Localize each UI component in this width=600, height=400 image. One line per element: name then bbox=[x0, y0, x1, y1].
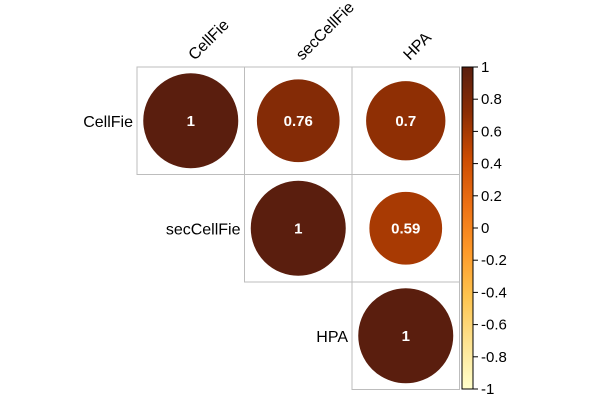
corr-circle-CellFie-secCellFie bbox=[255, 78, 341, 164]
corr-value-CellFie-secCellFie: 0.76 bbox=[284, 113, 313, 130]
corr-value-CellFie-CellFie: 1 bbox=[187, 113, 195, 130]
colorbar-tick-label: -1 bbox=[481, 381, 494, 398]
colorbar-tick-label: 0 bbox=[481, 220, 489, 237]
colorbar-tick-label: 0.2 bbox=[481, 188, 502, 205]
corr-value-HPA-HPA: 1 bbox=[402, 328, 410, 345]
colorbar-tick-label: 0.8 bbox=[481, 91, 502, 108]
corr-value-CellFie-HPA: 0.7 bbox=[395, 113, 416, 130]
corr-value-secCellFie-secCellFie: 1 bbox=[294, 220, 302, 237]
colorbar-tick-label: 0.4 bbox=[481, 156, 502, 173]
corr-value-secCellFie-HPA: 0.59 bbox=[391, 220, 420, 237]
column-label-CellFie: CellFie bbox=[186, 17, 233, 64]
colorbar-gradient bbox=[461, 66, 474, 390]
corr-circle-HPA-HPA bbox=[357, 287, 455, 385]
colorbar-tick-label: -0.8 bbox=[481, 349, 507, 366]
row-label-secCellFie: secCellFie bbox=[166, 221, 241, 238]
colorbar-tick-label: -0.4 bbox=[481, 284, 507, 301]
corr-circle-CellFie-CellFie bbox=[142, 72, 240, 170]
colorbar-tick-label: -0.2 bbox=[481, 252, 507, 269]
column-label-secCellFie: secCellFie bbox=[293, 0, 358, 64]
colorbar: 1 0.8 0.6 0.4 0.2 0 -0.2 -0.4 -0.6 -0.8 -1 bbox=[461, 59, 507, 398]
colorbar-tick-label: -0.6 bbox=[481, 317, 507, 334]
row-label-HPA: HPA bbox=[316, 329, 348, 346]
column-label-HPA: HPA bbox=[401, 29, 436, 64]
corr-circle-secCellFie-HPA bbox=[368, 190, 444, 266]
corr-circle-CellFie-HPA bbox=[365, 80, 447, 162]
corr-circle-secCellFie-secCellFie bbox=[249, 179, 347, 277]
colorbar-tick-label: 0.6 bbox=[481, 123, 502, 140]
colorbar-tick-label: 1 bbox=[481, 59, 489, 76]
row-label-CellFie: CellFie bbox=[83, 114, 133, 131]
correlation-grid: 1 0.76 0.7 1 0.59 1 bbox=[136, 66, 460, 390]
